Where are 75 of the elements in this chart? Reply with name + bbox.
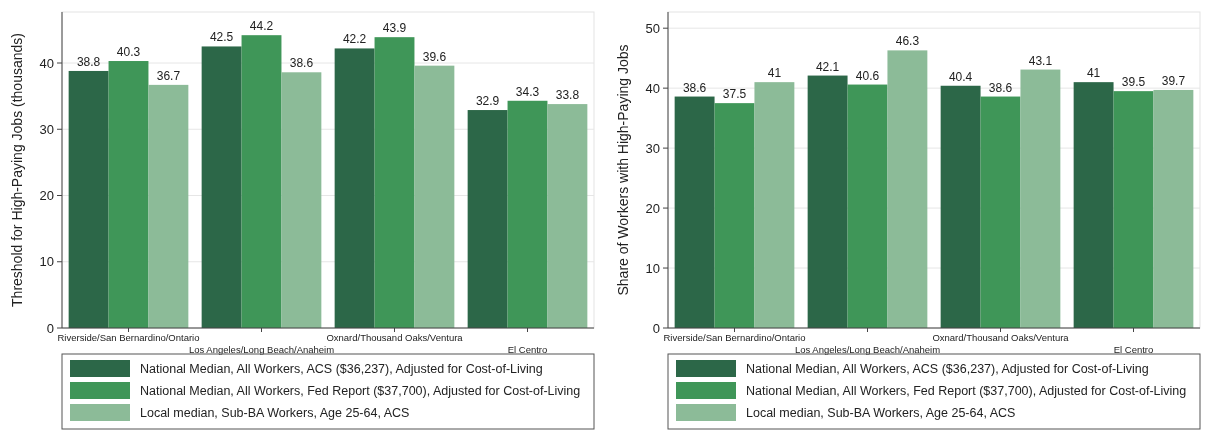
legend-label: National Median, All Workers, Fed Report ($37,700), Adjusted for Cost-of-Living bbox=[140, 384, 581, 399]
y-tick-label: 10 bbox=[39, 254, 54, 270]
legend-label: National Median, All Workers, ACS ($36,237), Adjusted for Cost-of-Living bbox=[746, 362, 1149, 377]
bar bbox=[714, 103, 755, 328]
data-label: 39.7 bbox=[1161, 73, 1186, 88]
y-axis-title: Threshold for High-Paying Jobs (thousands) bbox=[9, 33, 25, 307]
bar bbox=[334, 48, 375, 328]
data-label: 36.7 bbox=[156, 68, 181, 83]
bar bbox=[674, 96, 715, 328]
data-label: 46.3 bbox=[895, 34, 920, 49]
data-label: 44.2 bbox=[249, 19, 274, 34]
y-tick-label: 30 bbox=[39, 121, 54, 137]
bar bbox=[507, 100, 548, 328]
y-tick-label: 0 bbox=[46, 320, 54, 336]
bar bbox=[807, 75, 848, 328]
bar bbox=[68, 70, 109, 328]
data-label: 38.6 bbox=[289, 56, 314, 71]
data-label: 40.4 bbox=[948, 69, 973, 84]
x-tick-label: Oxnard/Thousand Oaks/Ventura bbox=[326, 332, 464, 343]
bar bbox=[241, 35, 282, 328]
data-label: 41 bbox=[767, 66, 782, 81]
bar bbox=[980, 96, 1021, 328]
bar bbox=[887, 50, 928, 328]
data-label: 42.5 bbox=[209, 30, 234, 45]
bar bbox=[940, 85, 981, 328]
y-tick-label: 30 bbox=[645, 140, 660, 156]
bar bbox=[847, 84, 888, 328]
legend-label: Local median, Sub-BA Workers, Age 25-64, ACS bbox=[746, 406, 1016, 421]
bar bbox=[547, 104, 588, 328]
data-label: 42.2 bbox=[342, 32, 367, 47]
data-label: 40.6 bbox=[855, 68, 880, 83]
data-label: 39.6 bbox=[422, 49, 447, 64]
legend-label: National Median, All Workers, Fed Report ($37,700), Adjusted for Cost-of-Living bbox=[746, 384, 1187, 399]
x-tick-label: Los Angeles/Long Beach/Anaheim bbox=[794, 344, 941, 355]
data-label: 43.9 bbox=[382, 21, 407, 36]
x-tick-label: Riverside/San Bernardino/Ontario bbox=[663, 332, 806, 343]
data-label: 38.6 bbox=[988, 80, 1013, 95]
data-label: 34.3 bbox=[515, 84, 540, 99]
bar bbox=[1073, 82, 1114, 328]
data-label: 38.8 bbox=[76, 54, 101, 69]
data-label: 39.5 bbox=[1121, 75, 1146, 90]
bar bbox=[148, 84, 189, 328]
data-label: 40.3 bbox=[116, 45, 141, 60]
bar bbox=[414, 65, 455, 328]
x-tick-label: Riverside/San Bernardino/Ontario bbox=[57, 332, 200, 343]
legend-label: National Median, All Workers, ACS ($36,237), Adjusted for Cost-of-Living bbox=[140, 362, 543, 377]
bar bbox=[201, 46, 242, 328]
data-label: 41 bbox=[1086, 66, 1101, 81]
bar bbox=[754, 82, 795, 328]
x-tick-label: El Centro bbox=[507, 344, 548, 355]
y-tick-label: 20 bbox=[645, 200, 660, 216]
y-axis-title: Share of Workers with High-Paying Jobs bbox=[615, 44, 631, 296]
data-label: 43.1 bbox=[1028, 53, 1053, 68]
y-tick-label: 40 bbox=[39, 55, 54, 71]
bar bbox=[108, 61, 149, 328]
legend-label: Local median, Sub-BA Workers, Age 25-64, ACS bbox=[140, 406, 410, 421]
y-tick-label: 40 bbox=[645, 80, 660, 96]
data-label: 38.6 bbox=[682, 80, 707, 95]
x-tick-label: Los Angeles/Long Beach/Anaheim bbox=[188, 344, 335, 355]
data-label: 37.5 bbox=[722, 87, 747, 102]
y-tick-label: 50 bbox=[645, 20, 660, 36]
y-tick-label: 0 bbox=[652, 320, 660, 336]
bar bbox=[1020, 69, 1061, 328]
bar bbox=[281, 72, 322, 328]
bar bbox=[467, 110, 508, 328]
data-label: 33.8 bbox=[555, 88, 580, 103]
data-label: 42.1 bbox=[815, 59, 840, 74]
bar bbox=[374, 37, 415, 328]
data-label: 32.9 bbox=[475, 94, 500, 109]
x-tick-label: Oxnard/Thousand Oaks/Ventura bbox=[932, 332, 1070, 343]
bar bbox=[1153, 89, 1194, 328]
y-tick-label: 10 bbox=[645, 260, 660, 276]
x-tick-label: El Centro bbox=[1113, 344, 1154, 355]
y-tick-label: 20 bbox=[39, 188, 54, 204]
bar bbox=[1113, 91, 1154, 328]
